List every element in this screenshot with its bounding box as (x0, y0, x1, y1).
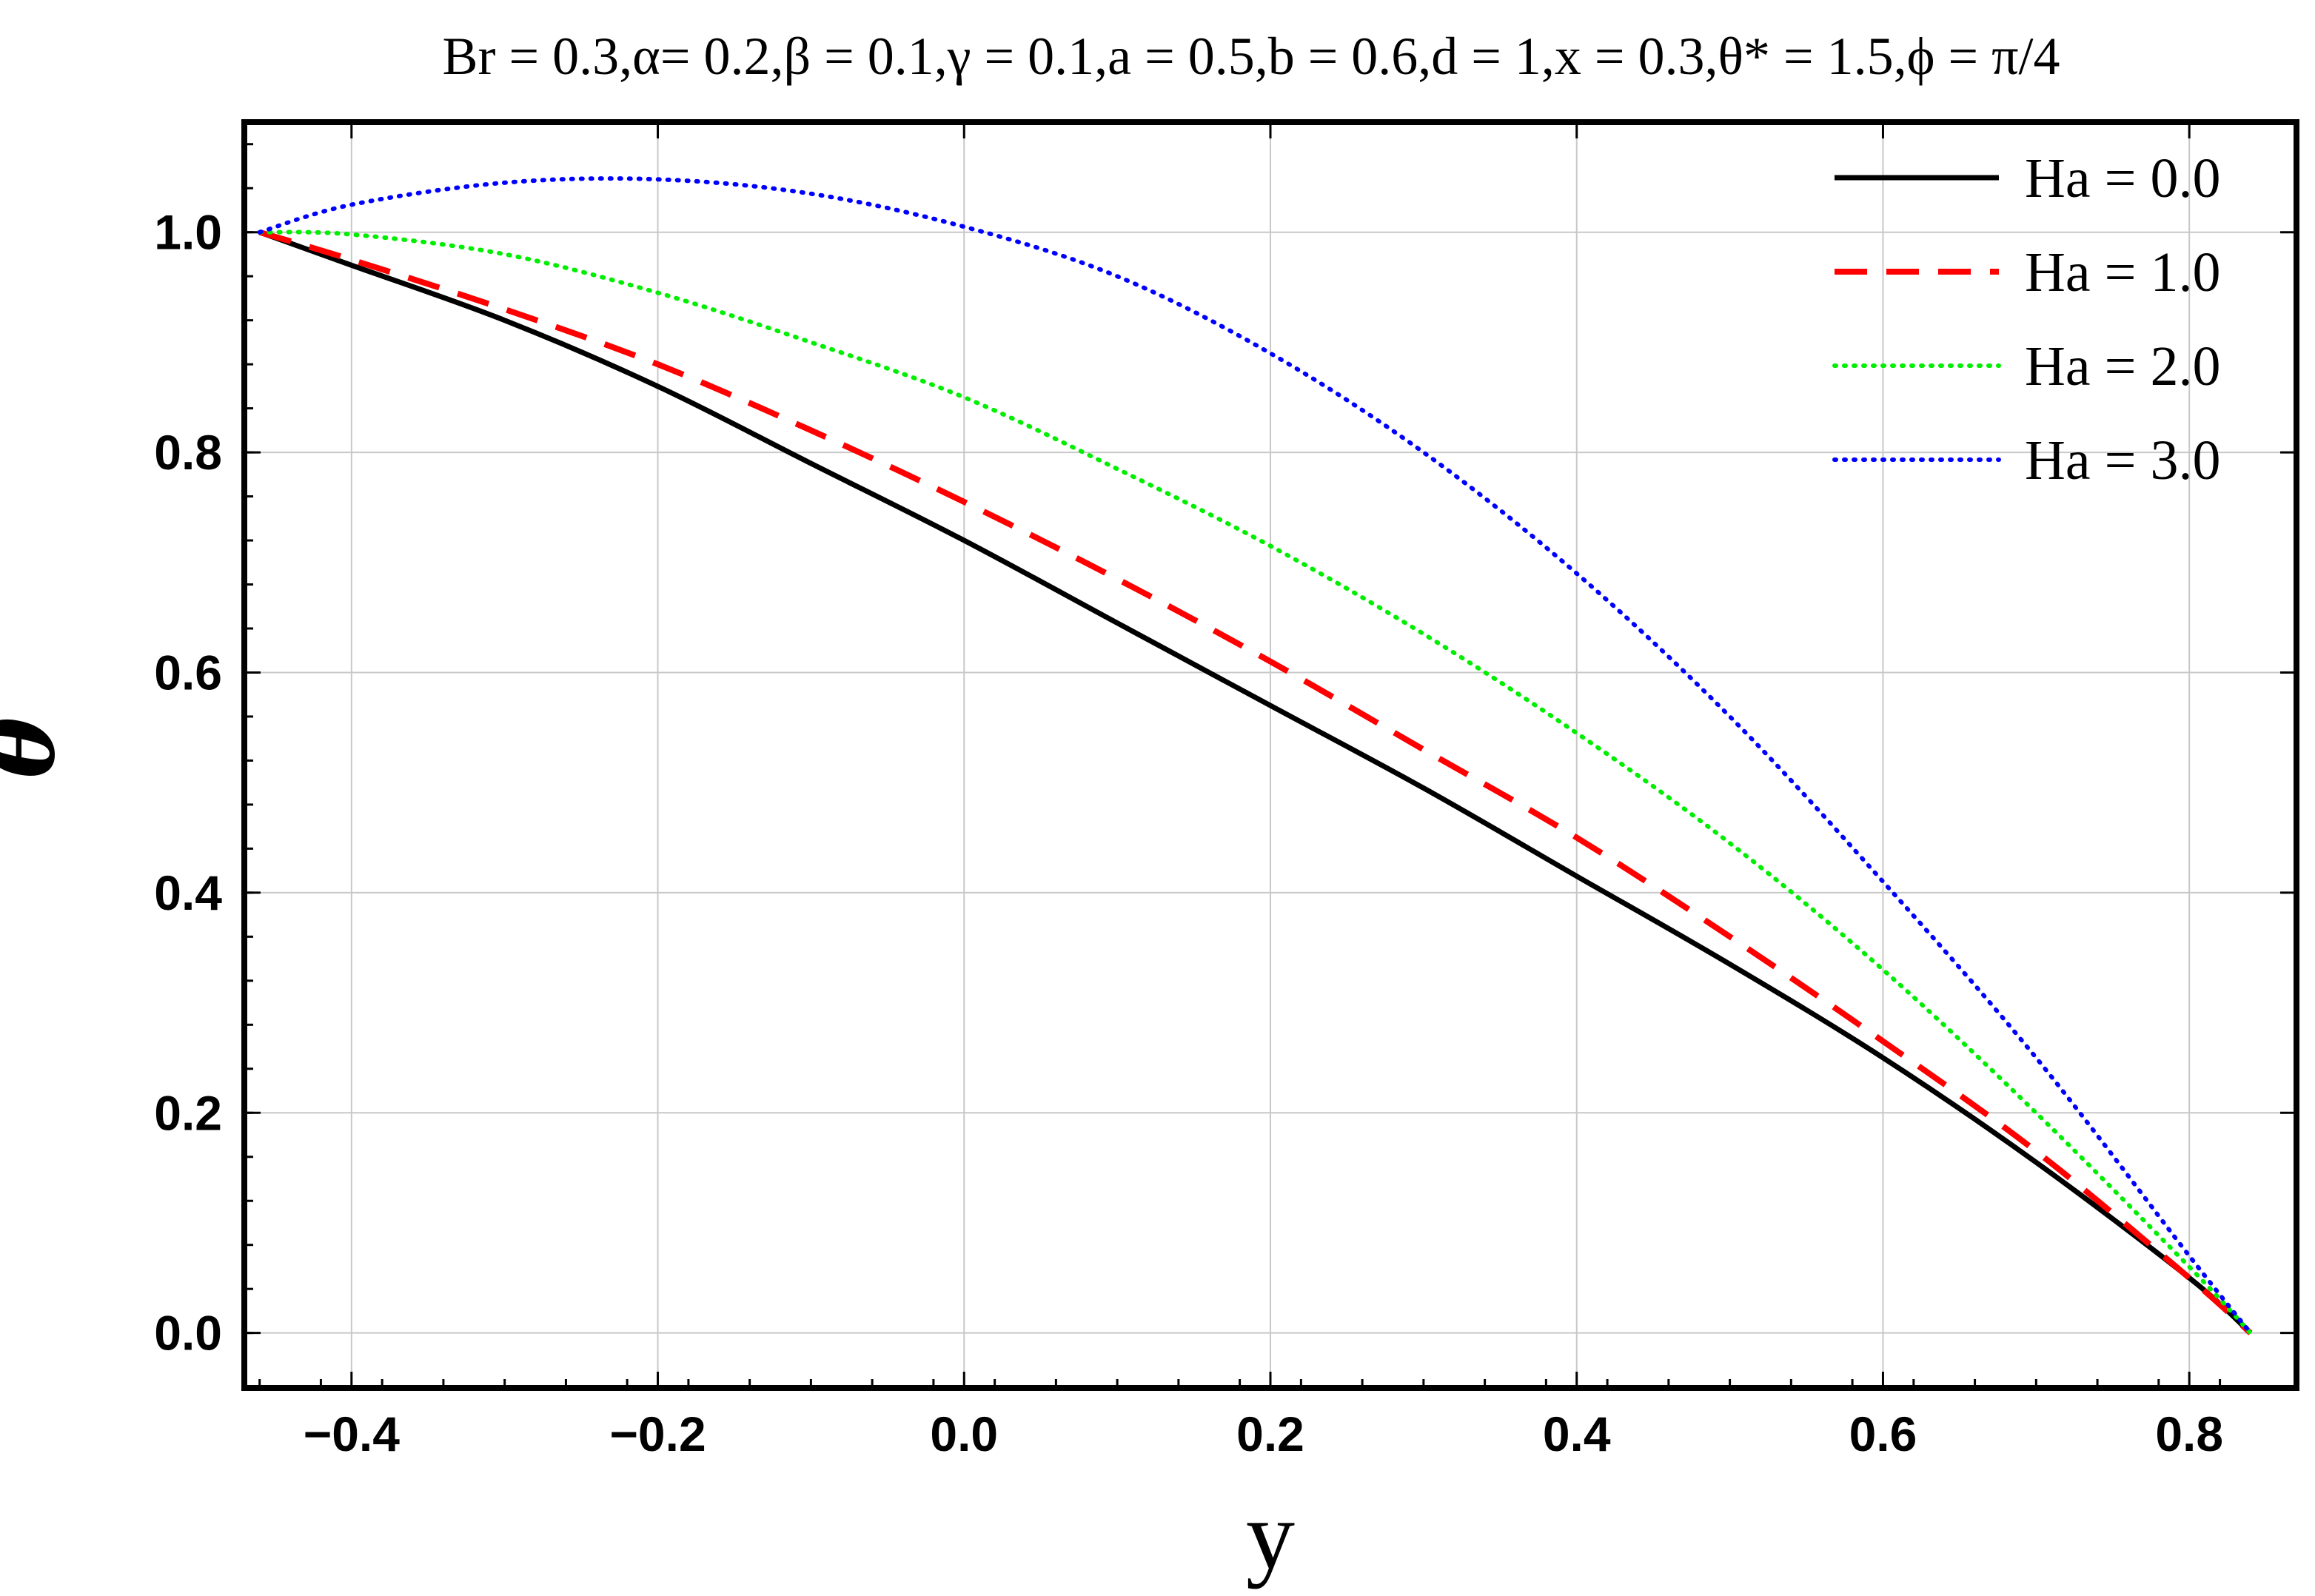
legend-label-2: Ha = 2.0 (2025, 335, 2220, 398)
grid (244, 122, 2296, 1388)
legend-label-0: Ha = 0.0 (2025, 147, 2220, 209)
y-tick-label: 1.0 (154, 205, 222, 260)
x-tick-labels: −0.4 −0.2 0.0 0.2 0.4 0.6 0.8 (304, 1406, 2223, 1461)
x-axis-label: y (1246, 1481, 1295, 1589)
x-tick-label: 0.8 (2155, 1406, 2223, 1461)
y-tick-label: 0.4 (154, 865, 222, 920)
series-line-0 (258, 229, 2253, 1335)
legend-label-1: Ha = 1.0 (2025, 241, 2220, 304)
y-tick-label: 0.6 (154, 645, 222, 700)
x-tick-label: −0.4 (304, 1406, 401, 1461)
y-tick-labels: 0.0 0.2 0.4 0.6 0.8 1.0 (154, 205, 222, 1361)
x-tick-label: 0.0 (930, 1406, 998, 1461)
series-line-3 (257, 176, 2253, 1335)
x-tick-label: −0.2 (609, 1406, 706, 1461)
x-tick-label: 0.6 (1849, 1406, 1917, 1461)
series-line-1 (258, 229, 2253, 1335)
plot-frame (241, 119, 2299, 1391)
y-tick-label: 0.2 (154, 1085, 222, 1140)
y-axis-label: θ (0, 717, 76, 778)
legend: Ha = 0.0 Ha = 1.0 Ha = 2.0 Ha = 3.0 (1832, 147, 2220, 492)
y-tick-label: 0.8 (154, 425, 222, 480)
plot-series (257, 176, 2253, 1335)
chart-title: Br = 0.3,α= 0.2,β = 0.1,γ = 0.1,a = 0.5,… (443, 27, 2060, 86)
series-line-2 (257, 229, 2253, 1335)
y-tick-label: 0.0 (154, 1306, 222, 1361)
legend-label-3: Ha = 3.0 (2025, 429, 2220, 492)
x-tick-label: 0.4 (1543, 1406, 1611, 1461)
x-tick-label: 0.2 (1236, 1406, 1304, 1461)
